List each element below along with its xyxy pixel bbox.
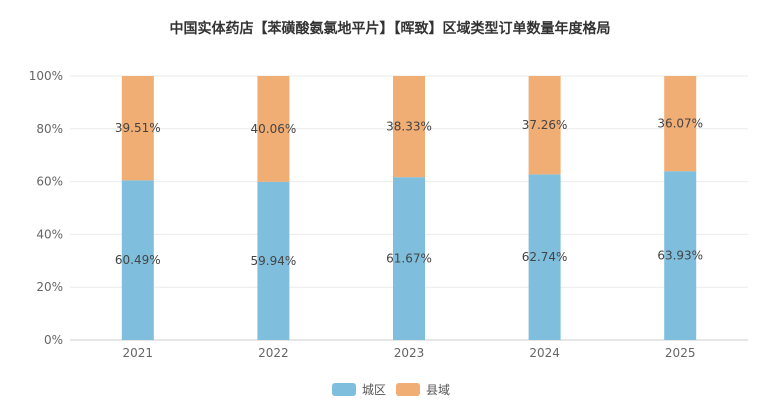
bar-urban <box>528 174 561 340</box>
data-label: 39.51% <box>115 121 161 135</box>
x-tick-label: 2024 <box>529 346 560 360</box>
y-tick-label: 80% <box>36 122 63 136</box>
data-label: 40.06% <box>251 122 297 136</box>
data-label: 37.26% <box>522 118 568 132</box>
bar-urban <box>393 177 425 340</box>
bar-county <box>121 76 154 181</box>
bar-urban <box>121 180 154 340</box>
bar-county <box>528 76 561 175</box>
x-tick-label: 2021 <box>123 346 154 360</box>
legend-swatch <box>332 383 356 396</box>
y-tick-label: 0% <box>44 333 63 347</box>
bar-county <box>664 76 697 172</box>
y-tick-label: 60% <box>36 175 63 189</box>
legend-label: 城区 <box>362 383 386 397</box>
legend-label: 县域 <box>426 383 450 397</box>
y-tick-label: 20% <box>36 280 63 294</box>
data-label: 38.33% <box>386 120 432 134</box>
bar-urban <box>257 181 290 340</box>
legend-swatch <box>396 383 420 396</box>
data-label: 62.74% <box>522 250 568 264</box>
chart-title: 中国实体药店【苯磺酸氨氯地平片】【晖致】区域类型订单数量年度格局 <box>169 21 611 37</box>
x-tick-label: 2022 <box>258 346 289 360</box>
y-tick-label: 100% <box>29 69 63 83</box>
x-tick-label: 2023 <box>394 346 425 360</box>
data-label: 36.07% <box>657 117 703 131</box>
data-label: 60.49% <box>115 253 161 267</box>
y-tick-label: 40% <box>36 227 63 241</box>
bar-urban <box>664 171 697 340</box>
bar-county <box>393 76 425 178</box>
data-label: 61.67% <box>386 252 432 266</box>
x-tick-label: 2025 <box>665 346 696 360</box>
bar-county <box>257 76 290 182</box>
data-label: 59.94% <box>251 254 297 268</box>
data-label: 63.93% <box>657 249 703 263</box>
